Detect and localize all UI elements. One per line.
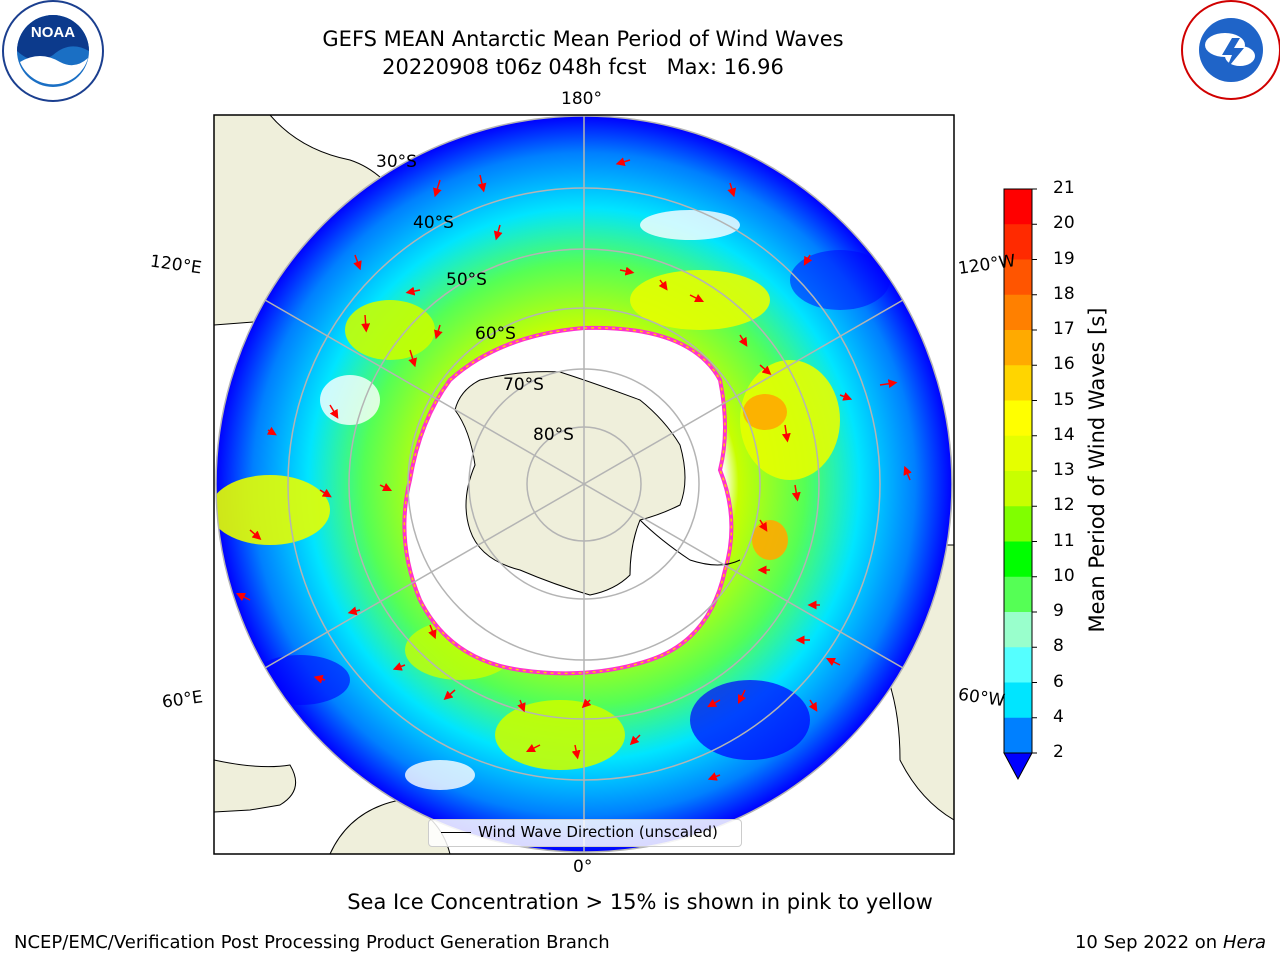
colorbar-band xyxy=(1004,576,1032,613)
map-legend: Wind Wave Direction (unscaled) xyxy=(428,819,742,847)
chart-subtitle: 20220908 t06z 048h fcst Max: 16.96 xyxy=(382,55,784,79)
antarctica-landmass xyxy=(454,371,686,596)
colorbar-tick-label: 12 xyxy=(1053,495,1075,516)
colorbar-tick-label: 10 xyxy=(1053,565,1075,586)
lat-label-80s: 80°S xyxy=(533,425,574,445)
colorbar-tick-label: 8 xyxy=(1053,636,1064,657)
lat-label-70s: 70°S xyxy=(503,375,544,395)
colorbar-band xyxy=(1004,612,1032,648)
lat-label-40s: 40°S xyxy=(413,213,454,233)
colorbar-title: Mean Period of Wind Waves [s] xyxy=(1085,307,1109,633)
colorbar-tick-label: 15 xyxy=(1053,389,1075,410)
colorbar-tick-label: 20 xyxy=(1053,213,1075,234)
colorbar-band xyxy=(1004,682,1032,719)
colorbar-tick-label: 13 xyxy=(1053,460,1075,480)
colorbar-band xyxy=(1004,259,1032,296)
colorbar-tick-label: 2 xyxy=(1053,742,1064,762)
colorbar-tick-label: 18 xyxy=(1053,283,1075,304)
legend-label: Wind Wave Direction (unscaled) xyxy=(478,823,718,841)
colorbar-tick-label: 4 xyxy=(1053,706,1064,727)
colorbar-tick-label: 14 xyxy=(1053,424,1075,445)
colorbar-band xyxy=(1004,400,1032,437)
colorbar-tick-label: 21 xyxy=(1053,178,1075,198)
colorbar-tick-label: 17 xyxy=(1053,319,1075,339)
colorbar-band xyxy=(1004,435,1032,472)
colorbar-band xyxy=(1004,189,1032,225)
lon-label-0: 0° xyxy=(573,857,593,877)
colorbar-tick-label: 16 xyxy=(1053,354,1075,375)
legend-line-swatch xyxy=(441,832,471,833)
graticule xyxy=(215,115,953,853)
footer-date-text: 10 Sep 2022 on xyxy=(1074,932,1218,953)
colorbar-band xyxy=(1004,717,1032,754)
colorbar-tick-label: 19 xyxy=(1053,248,1075,269)
colorbar xyxy=(1003,188,1037,781)
colorbar-band xyxy=(1004,541,1032,578)
noaa-logo: NOAA xyxy=(2,0,104,102)
footer-credit: NCEP/EMC/Verification Post Processing Pr… xyxy=(14,932,610,953)
wind-wave-arrows xyxy=(235,157,912,781)
colorbar-band xyxy=(1004,330,1032,366)
noaa-logo-text: NOAA xyxy=(31,24,75,41)
colorbar-band xyxy=(1004,647,1032,683)
footer-date: 10 Sep 2022 on Hera xyxy=(1075,932,1266,953)
colorbar-band xyxy=(1004,471,1032,507)
lat-label-30s: 30°S xyxy=(376,152,417,172)
colorbar-band xyxy=(1004,224,1032,260)
lat-label-60s: 60°S xyxy=(475,324,516,344)
colorbar-tick-label: 6 xyxy=(1053,671,1064,692)
footer-host: Hera xyxy=(1222,932,1266,953)
colorbar-band xyxy=(1004,294,1032,331)
colorbar-tick-label: 11 xyxy=(1053,530,1075,551)
chart-title: GEFS MEAN Antarctic Mean Period of Wind … xyxy=(322,27,844,51)
nws-logo xyxy=(1181,0,1280,100)
colorbar-band xyxy=(1004,506,1032,542)
lat-label-50s: 50°S xyxy=(446,270,487,290)
colorbar-tick-label: 9 xyxy=(1053,601,1064,621)
sea-ice-note: Sea Ice Concentration > 15% is shown in … xyxy=(347,890,933,914)
colorbar-band xyxy=(1004,365,1032,401)
lon-label-180: 180° xyxy=(561,89,602,109)
